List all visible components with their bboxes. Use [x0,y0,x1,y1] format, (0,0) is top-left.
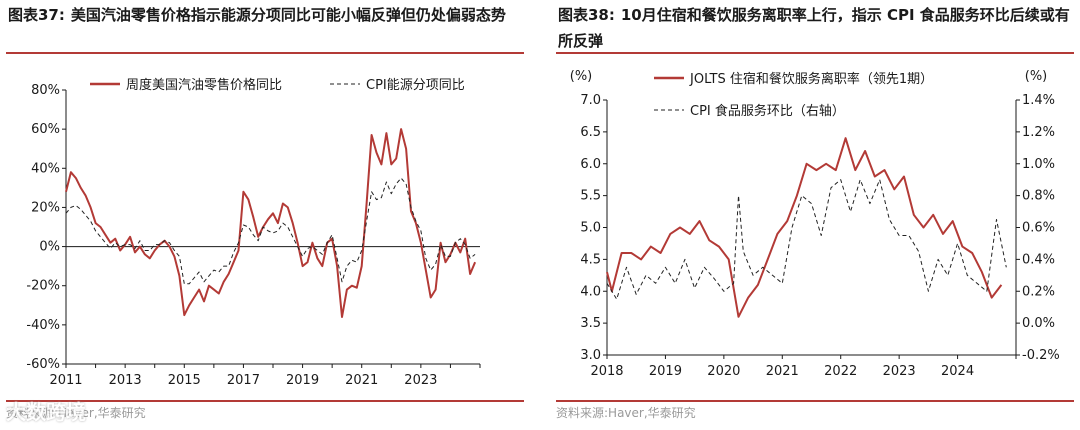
y2-tick-label: 0.0% [1022,316,1055,331]
series-line-2 [65,177,476,285]
y-axis-label: (%) [570,69,593,84]
y-tick-label: 20% [31,200,60,215]
y-tick-label: -60% [26,357,60,372]
x-tick-label: 2019 [286,373,319,388]
x-tick-label: 2011 [49,373,82,388]
x-tick-label: 2015 [168,373,201,388]
y-tick-label: 3.5 [580,316,601,331]
x-tick-label: 2013 [109,373,142,388]
y2-tick-label: 1.0% [1022,157,1055,172]
x-tick-label: 2020 [707,364,740,379]
legend-label-1: JOLTS 住宿和餐饮服务离职率（领先1期） [689,71,933,87]
y-tick-label: 0% [39,240,60,255]
watermark: 大数跨境 [6,400,86,424]
figure-37: 图表37: 美国汽油零售价格指示能源分项同比可能小幅反弹但仍处偏弱态势 80% 60… [0,0,530,430]
y-tick-label: 4.0 [580,284,601,299]
x-tick-label: 2019 [649,364,682,379]
y-tick-label: 6.5 [580,125,601,140]
figure-38-source: 资料来源:Haver,华泰研究 [556,406,696,420]
y-tick-label: 80% [31,83,60,98]
figure-38: 图表38: 10月住宿和餐饮服务离职率上行，指示 CPI 食品服务环比后续或有所反… [550,0,1080,430]
figure-38-chart: 7.0 6.5 6.0 5.5 5.0 4.5 4.0 3.5 3.0 1.4% 1.2% 1.0% 0… [570,69,1060,379]
y-tick-label: 5.5 [580,189,601,204]
figure-37-source: 资料来源:Haver,华泰研究 [6,406,146,420]
x-tick-label: 2018 [590,364,623,379]
figure-38-bottom-rule [556,400,1074,402]
y-tick-label: 40% [31,161,60,176]
x-tick-label: 2023 [404,373,437,388]
y-tick-label: -40% [26,318,60,333]
y-tick-label: 6.0 [580,157,601,172]
y2-tick-label: 0.6% [1022,221,1055,236]
y-tick-label: 7.0 [580,93,601,108]
y-tick-label: -20% [26,279,60,294]
y2-tick-label: 0.2% [1022,284,1055,299]
y-tick-label: 60% [31,122,60,137]
figure-37-bottom-rule [6,400,524,402]
x-tick-label: 2022 [824,364,857,379]
figure-37-title: 图表37: 美国汽油零售价格指示能源分项同比可能小幅反弹但仍处偏弱态势 [8,6,506,24]
y2-tick-label: -0.2% [1022,348,1060,363]
y2-axis-label: (%) [1025,69,1048,84]
x-tick-label: 2023 [883,364,916,379]
y-tick-label: 5.0 [580,221,601,236]
y-tick-label: 4.5 [580,252,601,267]
x-tick-label: 2021 [766,364,799,379]
series-line-1 [606,137,1003,318]
y2-tick-label: 1.2% [1022,125,1055,140]
y2-tick-label: 0.4% [1022,252,1055,267]
legend-label-1: 周度美国汽油零售价格同比 [126,77,282,93]
figure-37-title-rule [6,52,524,54]
y-tick-label: 3.0 [580,348,601,363]
x-tick-label: 2021 [345,373,378,388]
y2-tick-label: 1.4% [1022,93,1055,108]
series-line-1 [65,128,477,318]
figure-37-chart: 80% 60% 40% 20% 0% -20% -40% -60%2011 2013 2015 20… [26,77,481,388]
figure-38-title: 图表38: 10月住宿和餐饮服务离职率上行，指示 CPI 食品服务环比后续或有所反… [558,6,1070,50]
x-tick-label: 2017 [227,373,260,388]
legend-label-2: CPI能源分项同比 [366,78,465,93]
series-line-2 [606,179,1007,300]
y2-tick-label: 0.8% [1022,189,1055,204]
x-tick-label: 2024 [941,364,974,379]
figure-38-title-rule [556,52,1074,54]
legend-label-2: CPI 食品服务环比（右轴） [690,103,845,119]
